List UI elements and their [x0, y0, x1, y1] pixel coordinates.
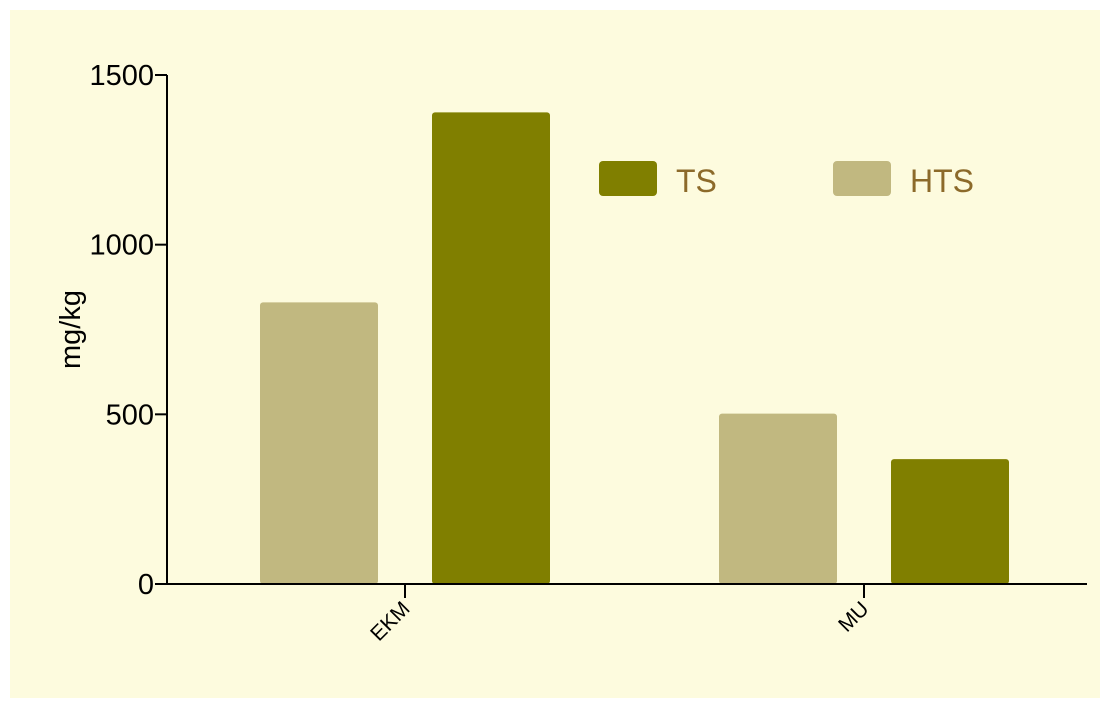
bars-group	[260, 112, 1009, 585]
y-tick-label: 500	[106, 399, 154, 431]
x-ticks-group: EKM MU	[366, 584, 874, 646]
y-axis-title: mg/kg	[55, 290, 87, 369]
x-tick-label-ekm: EKM	[366, 597, 414, 645]
y-tick-label: 1000	[89, 230, 154, 262]
y-ticks-group: 0 500 1000 1500	[89, 60, 167, 601]
bar-hts-mu	[719, 413, 837, 584]
x-tick-label-mu: MU	[834, 597, 873, 636]
legend-label-hts: HTS	[910, 163, 974, 199]
bar-hts-ekm	[260, 302, 378, 584]
y-tick-label: 1500	[89, 60, 154, 92]
legend: TS HTS	[599, 161, 974, 199]
axes-group	[166, 75, 1087, 585]
legend-swatch-hts	[833, 161, 891, 196]
bar-ts-ekm	[432, 112, 550, 585]
legend-label-ts: TS	[676, 163, 717, 199]
legend-swatch-ts	[599, 161, 657, 196]
y-tick-label: 0	[138, 569, 154, 601]
bar-ts-mu	[891, 459, 1009, 584]
